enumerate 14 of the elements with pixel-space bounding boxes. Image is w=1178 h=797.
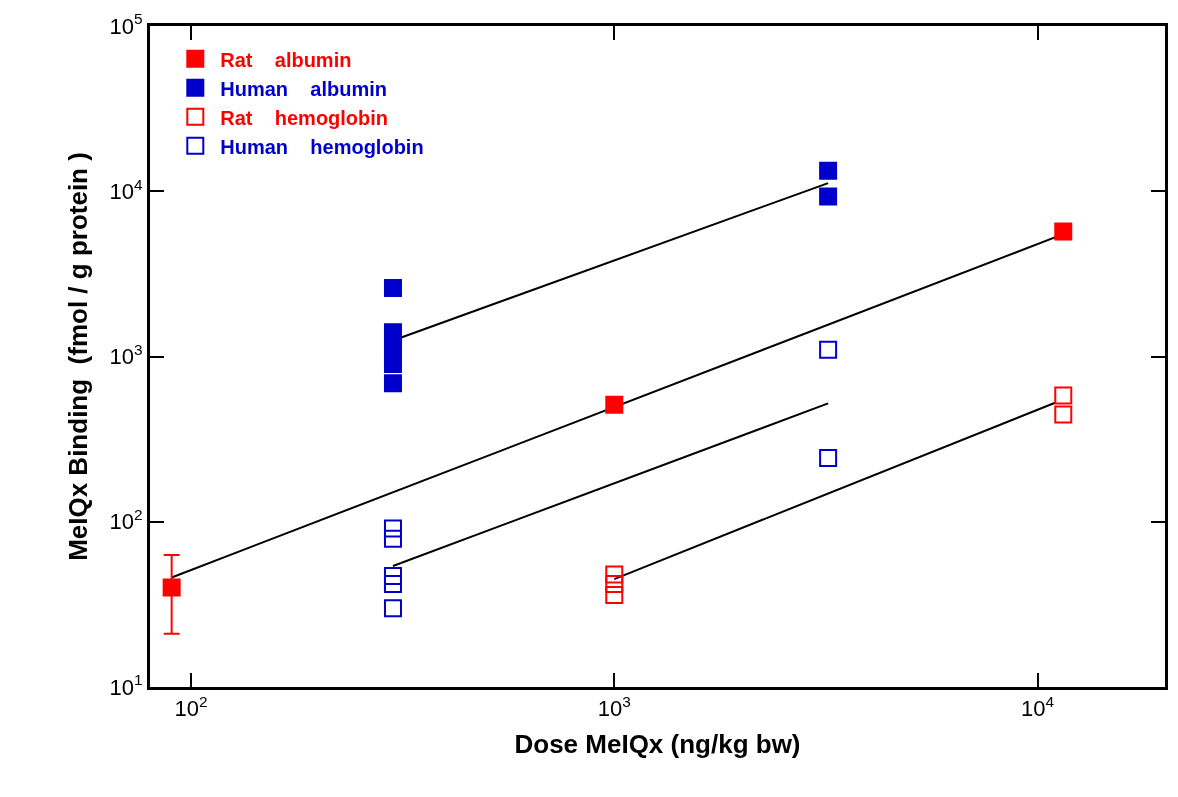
y-tick-label: 10$^{5}$ <box>109 10 143 39</box>
y-axis-title: MeIQx Binding (fmol / g protein ) <box>62 152 93 561</box>
x-axis-title: Dose MeIQx (ng/kg bw) <box>514 729 801 760</box>
legend-label: Rat albumin <box>220 48 352 71</box>
legend-label: Human hemoglobin <box>220 135 424 158</box>
legend-label: Rat hemoglobin <box>220 106 389 129</box>
x-tick-label: 10$^{4}$ <box>1021 693 1055 722</box>
x-tick-label: 10$^{3}$ <box>597 693 631 722</box>
y-tick-label: 10$^{1}$ <box>109 671 143 700</box>
x-tick-label: 10$^{2}$ <box>174 693 208 722</box>
legend-label: Human albumin <box>220 77 387 100</box>
y-tick-label: 10$^{2}$ <box>109 506 143 535</box>
y-tick-label: 10$^{3}$ <box>109 340 143 370</box>
y-tick-label: 10$^{4}$ <box>109 175 144 204</box>
